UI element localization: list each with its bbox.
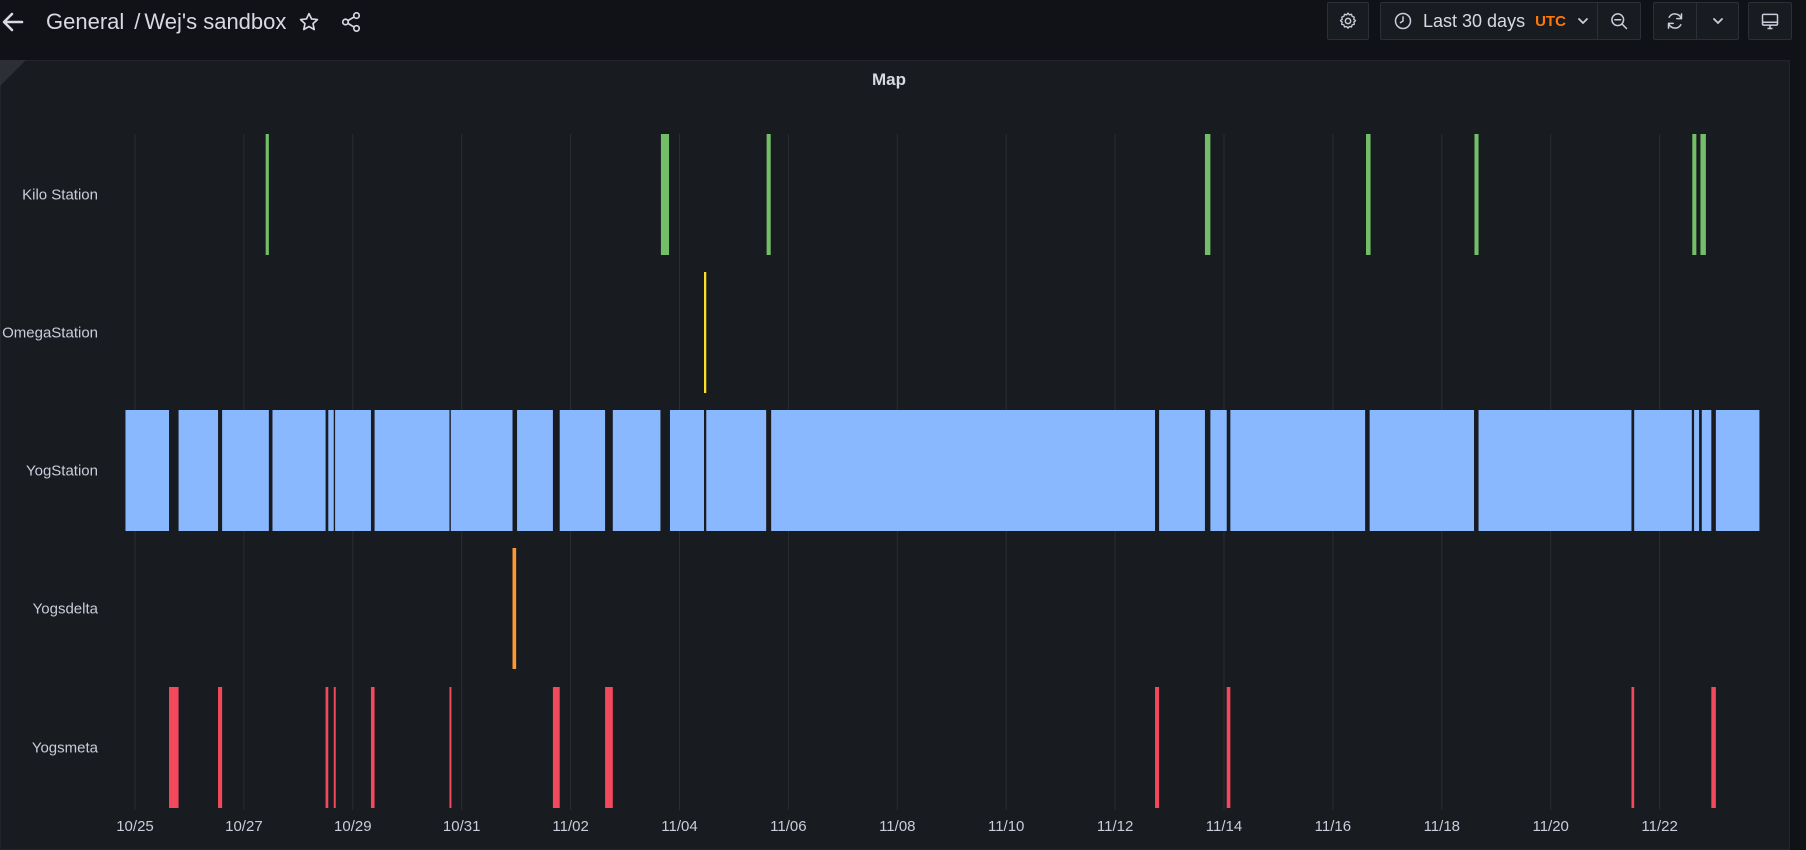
share-button[interactable] xyxy=(338,8,364,36)
state-segment[interactable] xyxy=(771,410,1156,531)
share-icon xyxy=(341,12,361,32)
x-tick-label: 11/14 xyxy=(1206,818,1242,835)
zoom-out-icon xyxy=(1611,13,1628,30)
time-range-picker[interactable]: Last 30 days UTC xyxy=(1380,2,1597,40)
state-segment[interactable] xyxy=(1159,410,1205,531)
state-segment[interactable] xyxy=(1700,134,1706,255)
row-label: Yogsdelta xyxy=(33,601,99,618)
panel-title[interactable]: Map xyxy=(872,70,906,89)
arrow-left-icon xyxy=(2,12,24,32)
clock-icon xyxy=(1394,12,1412,30)
state-segment[interactable] xyxy=(1701,410,1712,531)
time-range-label: Last 30 days xyxy=(1423,10,1526,31)
state-segment[interactable] xyxy=(559,410,606,531)
state-segment[interactable] xyxy=(222,410,269,531)
x-tick-label: 11/08 xyxy=(879,818,915,835)
breadcrumb: General / Wej's sandbox xyxy=(46,6,286,38)
kiosk-mode-button[interactable] xyxy=(1748,2,1792,40)
state-segment[interactable] xyxy=(1634,410,1692,531)
x-tick-label: 11/16 xyxy=(1315,818,1351,835)
x-tick-label: 10/25 xyxy=(116,818,154,835)
star-icon xyxy=(299,12,319,31)
state-segment[interactable] xyxy=(272,410,326,531)
state-segment[interactable] xyxy=(1474,134,1479,255)
chart-row-labels: Kilo Station OmegaStation YogStation Yogsde… xyxy=(2,187,99,757)
x-tick-label: 11/22 xyxy=(1641,818,1677,835)
dashboard-settings-button[interactable] xyxy=(1327,2,1369,40)
state-segment[interactable] xyxy=(335,410,371,531)
state-segment[interactable] xyxy=(1204,134,1211,255)
state-segment[interactable] xyxy=(1715,410,1760,531)
refresh-icon xyxy=(1667,13,1683,29)
state-segment[interactable] xyxy=(704,272,707,393)
state-segment[interactable] xyxy=(612,410,661,531)
state-segment[interactable] xyxy=(766,134,771,255)
row-label: Yogsmeta xyxy=(32,740,99,757)
state-segment[interactable] xyxy=(669,410,705,531)
x-tick-label: 11/10 xyxy=(988,818,1024,835)
dashboard-navbar: General / Wej's sandbox Last 30 days UTC xyxy=(0,0,1806,60)
refresh-button[interactable] xyxy=(1653,2,1697,40)
row-label: YogStation xyxy=(26,463,98,480)
x-tick-label: 11/04 xyxy=(661,818,697,835)
state-segment[interactable] xyxy=(1155,687,1160,808)
row-label: Kilo Station xyxy=(22,187,98,204)
monitor-icon xyxy=(1761,13,1779,30)
state-segment[interactable] xyxy=(706,410,767,531)
back-button[interactable] xyxy=(0,8,26,36)
state-segment[interactable] xyxy=(370,687,375,808)
state-segment[interactable] xyxy=(552,687,560,808)
state-segment[interactable] xyxy=(169,687,179,808)
state-segment[interactable] xyxy=(1694,410,1700,531)
state-segment[interactable] xyxy=(374,410,450,531)
state-segment[interactable] xyxy=(1230,410,1366,531)
state-segment[interactable] xyxy=(512,548,517,669)
timezone-badge: UTC xyxy=(1535,12,1566,30)
state-segment[interactable] xyxy=(333,687,336,808)
x-tick-label: 11/20 xyxy=(1532,818,1568,835)
state-segment[interactable] xyxy=(328,410,334,531)
state-segment[interactable] xyxy=(265,134,269,255)
panel-resize-corner[interactable] xyxy=(0,60,26,86)
state-segment[interactable] xyxy=(660,134,670,255)
state-segment[interactable] xyxy=(450,410,513,531)
x-tick-label: 11/12 xyxy=(1097,818,1133,835)
x-tick-label: 10/27 xyxy=(225,818,263,835)
state-segment[interactable] xyxy=(178,410,219,531)
x-tick-label: 11/18 xyxy=(1424,818,1460,835)
state-segment[interactable] xyxy=(1478,410,1632,531)
zoom-out-button[interactable] xyxy=(1597,2,1641,40)
state-segment[interactable] xyxy=(218,687,223,808)
state-segment[interactable] xyxy=(1210,410,1227,531)
breadcrumb-separator: / xyxy=(134,9,141,34)
x-tick-label: 11/06 xyxy=(770,818,806,835)
breadcrumb-folder[interactable]: General xyxy=(46,9,125,34)
state-segment[interactable] xyxy=(125,410,170,531)
x-tick-label: 11/02 xyxy=(552,818,588,835)
state-segment[interactable] xyxy=(1631,687,1635,808)
chevron-down-icon xyxy=(1578,18,1588,25)
state-segment[interactable] xyxy=(449,687,452,808)
state-segment[interactable] xyxy=(325,687,329,808)
state-segment[interactable] xyxy=(517,410,553,531)
chart-x-axis: 10/25 10/27 10/29 10/31 11/02 11/04 11/06 11/08… xyxy=(116,818,1678,835)
row-label: OmegaStation xyxy=(2,325,98,342)
chevron-down-icon xyxy=(1712,18,1723,25)
x-tick-label: 10/29 xyxy=(334,818,372,835)
state-segment[interactable] xyxy=(1711,687,1716,808)
x-tick-label: 10/31 xyxy=(443,818,481,835)
star-button[interactable] xyxy=(296,8,322,36)
state-segment[interactable] xyxy=(1226,687,1231,808)
state-segment[interactable] xyxy=(1369,410,1475,531)
refresh-interval-dropdown[interactable] xyxy=(1697,2,1739,40)
chart-rows xyxy=(125,134,1760,808)
state-segment[interactable] xyxy=(605,687,613,808)
state-segment[interactable] xyxy=(1366,134,1371,255)
state-segment[interactable] xyxy=(1692,134,1697,255)
dashboard-title[interactable]: Wej's sandbox xyxy=(144,9,287,34)
gear-icon xyxy=(1339,12,1357,29)
